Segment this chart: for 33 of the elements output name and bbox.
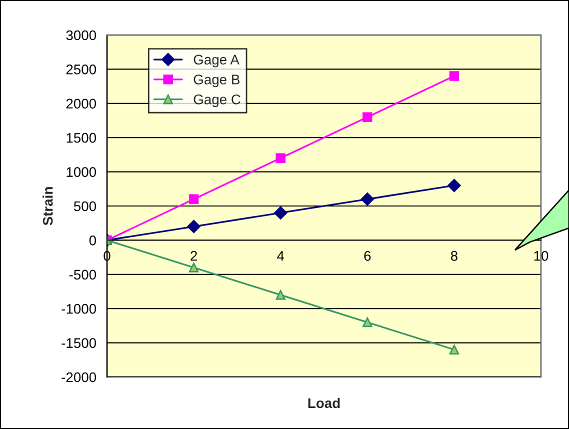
point	[449, 344, 460, 354]
y-tick-label: 500	[74, 201, 96, 212]
x-tick-label: 8	[450, 250, 458, 261]
legend-label: Gage A	[194, 54, 240, 68]
y-tick-label: 2000	[66, 98, 96, 109]
point	[274, 206, 288, 220]
point	[188, 262, 199, 272]
y-tick-label: -500	[69, 270, 96, 280]
y-tick-label: -2000	[62, 372, 96, 382]
x-tick-label: 6	[364, 250, 371, 261]
y-tick-label: -1500	[62, 338, 96, 348]
point	[188, 194, 199, 204]
x-axis-title: Load	[308, 398, 340, 408]
legend-label: Gage B	[194, 74, 240, 88]
point	[187, 220, 200, 234]
point	[276, 153, 286, 163]
y-axis-title: Strain	[42, 187, 53, 226]
point	[448, 178, 461, 192]
point	[360, 192, 374, 206]
x-tick-label: 4	[277, 251, 284, 261]
y-tick-label: 1500	[66, 132, 96, 143]
point	[449, 71, 460, 81]
point	[362, 112, 372, 122]
y-tick-label: 1000	[66, 167, 96, 177]
x-tick-label: 10	[534, 250, 548, 261]
point	[362, 317, 372, 328]
y-tick-label: 3000	[66, 30, 96, 40]
y-tick-label: 0	[89, 236, 96, 246]
y-tick-label: -1000	[62, 304, 96, 314]
legend-label: Gage C	[194, 94, 240, 108]
point	[276, 290, 286, 300]
y-tick-label: 2500	[66, 64, 96, 74]
x-tick-label: 2	[190, 250, 197, 261]
